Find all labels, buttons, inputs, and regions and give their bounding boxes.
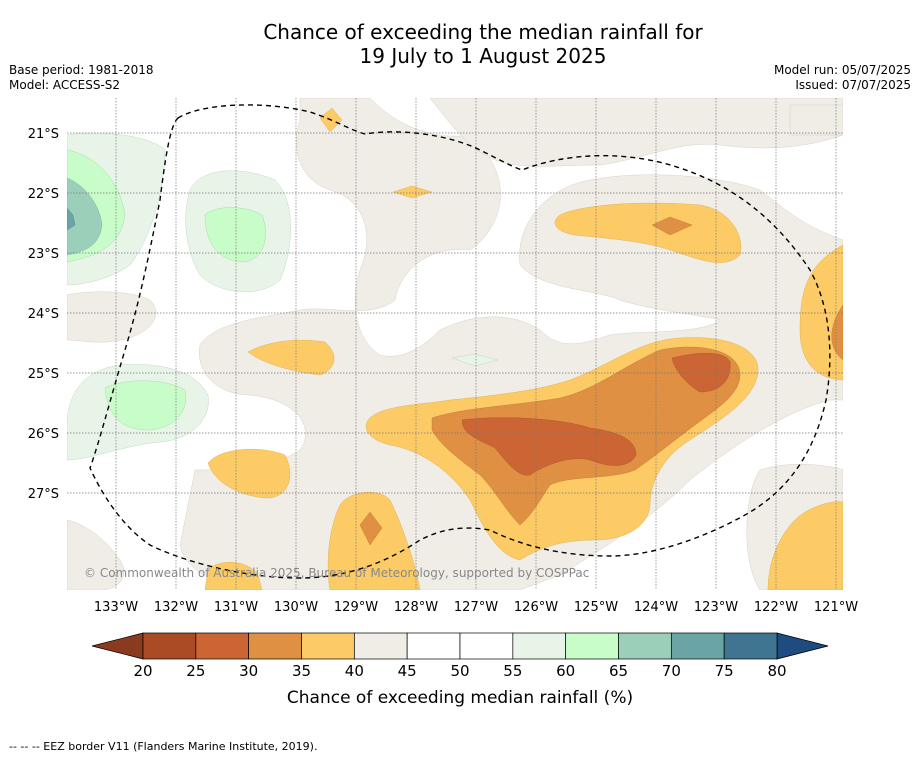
region-35-40-southeast: [767, 501, 843, 590]
colorbar-tick-label: 55: [503, 662, 522, 680]
longitude-labels: 133°W 132°W 131°W 130°W 129°W 128°W 127°…: [94, 600, 858, 615]
lon-label: 129°W: [334, 600, 378, 615]
region-60-65-southwest: [104, 380, 187, 431]
lat-label: 22°S: [28, 187, 59, 202]
colorbar: 20 25 30 35 40 45 50 55 60 65 70 75 80 Chance of exc…: [91, 632, 829, 708]
region-35-40-north-east: [554, 202, 742, 263]
map-title: Chance of exceeding the median rainfall …: [0, 20, 919, 68]
colorbar-cells: [142, 632, 778, 660]
colorbar-cell: [406, 632, 461, 660]
lon-label: 126°W: [514, 600, 558, 615]
lon-label: 133°W: [94, 600, 138, 615]
lon-label: 122°W: [754, 600, 798, 615]
lat-label: 26°S: [28, 427, 59, 442]
colorbar-cell: [618, 632, 672, 660]
colorbar-cell: [670, 632, 725, 660]
colorbar-tick-label: 35: [292, 662, 311, 680]
colorbar-cell: [142, 632, 197, 660]
lon-label: 123°W: [694, 600, 738, 615]
lat-label: 23°S: [28, 247, 59, 262]
meta-right: Model run: 05/07/2025 Issued: 07/07/2025: [774, 63, 911, 93]
colorbar-tick-labels: 20 25 30 35 40 45 50 55 60 65 70 75 80: [133, 662, 786, 680]
eez-border-line: [89, 104, 831, 579]
region-35-40-west-south: [207, 448, 291, 499]
region-35-40-small: [392, 185, 433, 199]
lon-label: 127°W: [454, 600, 498, 615]
colorbar-cell: [248, 632, 302, 660]
issued-text: Issued: 07/07/2025: [795, 78, 911, 92]
region-25-30-main: [461, 417, 637, 476]
colorbar-cell: [512, 632, 567, 660]
colorbar-tick-label: 25: [186, 662, 205, 680]
model-text: Model: ACCESS-S2: [9, 78, 121, 92]
forecast-field: [67, 98, 843, 590]
latitude-labels: 21°S 22°S 23°S 24°S 25°S 26°S 27°S: [28, 127, 59, 502]
region-65-70-west: [67, 177, 103, 256]
grid-lines: [67, 98, 843, 590]
region-35-40-east: [799, 244, 843, 381]
region-40-45-southwest: [67, 519, 125, 590]
colorbar-cell: [301, 632, 355, 660]
colorbar-cell: [195, 632, 250, 660]
colorbar-cell: [459, 632, 514, 660]
lon-label: 130°W: [274, 600, 318, 615]
region-35-40-mid: [247, 339, 335, 376]
colorbar-tick-label: 60: [556, 662, 575, 680]
lon-label: 128°W: [394, 600, 438, 615]
colorbar-under-arrow: [91, 632, 144, 660]
meta-left: Base period: 1981-2018 Model: ACCESS-S2: [9, 63, 154, 93]
colorbar-tick-label: 65: [609, 662, 628, 680]
lon-label: 132°W: [154, 600, 198, 615]
lon-label: 131°W: [214, 600, 258, 615]
region-30-35-south: [359, 511, 383, 546]
lat-label: 27°S: [28, 487, 59, 502]
colorbar-label: Chance of exceeding median rainfall (%): [287, 688, 633, 708]
region-60-65-north: [204, 207, 266, 263]
colorbar-tick-label: 20: [133, 662, 152, 680]
copyright-text: © Commonwealth of Australia 2025, Bureau…: [84, 566, 589, 580]
colorbar-tick-label: 45: [398, 662, 417, 680]
lat-label: 21°S: [28, 127, 59, 142]
colorbar-tick-label: 80: [767, 662, 786, 680]
region-30-35-north: [651, 216, 693, 236]
lat-label: 24°S: [28, 307, 59, 322]
region-40-45-west: [67, 291, 156, 343]
region-55-60-center: [451, 353, 499, 367]
title-line-2: 19 July to 1 August 2025: [359, 44, 607, 68]
colorbar-cell: [353, 632, 408, 660]
region-35-40-south: [327, 492, 421, 590]
lon-label: 124°W: [634, 600, 678, 615]
region-70-75-west: [67, 207, 76, 231]
colorbar-over-arrow: [776, 632, 829, 660]
lon-label: 125°W: [574, 600, 618, 615]
title-line-1: Chance of exceeding the median rainfall …: [263, 20, 703, 44]
region-35-40-southwest: [204, 562, 263, 590]
base-period-text: Base period: 1981-2018: [9, 63, 154, 77]
colorbar-cell: [723, 632, 778, 660]
colorbar-tick-label: 40: [345, 662, 364, 680]
colorbar-cell: [565, 632, 619, 660]
lon-label: 121°W: [814, 600, 858, 615]
colorbar-tick-label: 50: [450, 662, 469, 680]
model-run-text: Model run: 05/07/2025: [773, 63, 911, 77]
eez-footnote: -- -- -- EEZ border V11 (Flanders Marine…: [9, 740, 318, 753]
lat-label: 25°S: [28, 367, 59, 382]
colorbar-tick-label: 30: [239, 662, 258, 680]
region-40-45-north: [429, 98, 843, 167]
region-40-45-northeast: [789, 104, 843, 136]
colorbar-tick-label: 75: [715, 662, 734, 680]
colorbar-tick-label: 70: [662, 662, 681, 680]
region-25-30-east: [671, 353, 731, 393]
